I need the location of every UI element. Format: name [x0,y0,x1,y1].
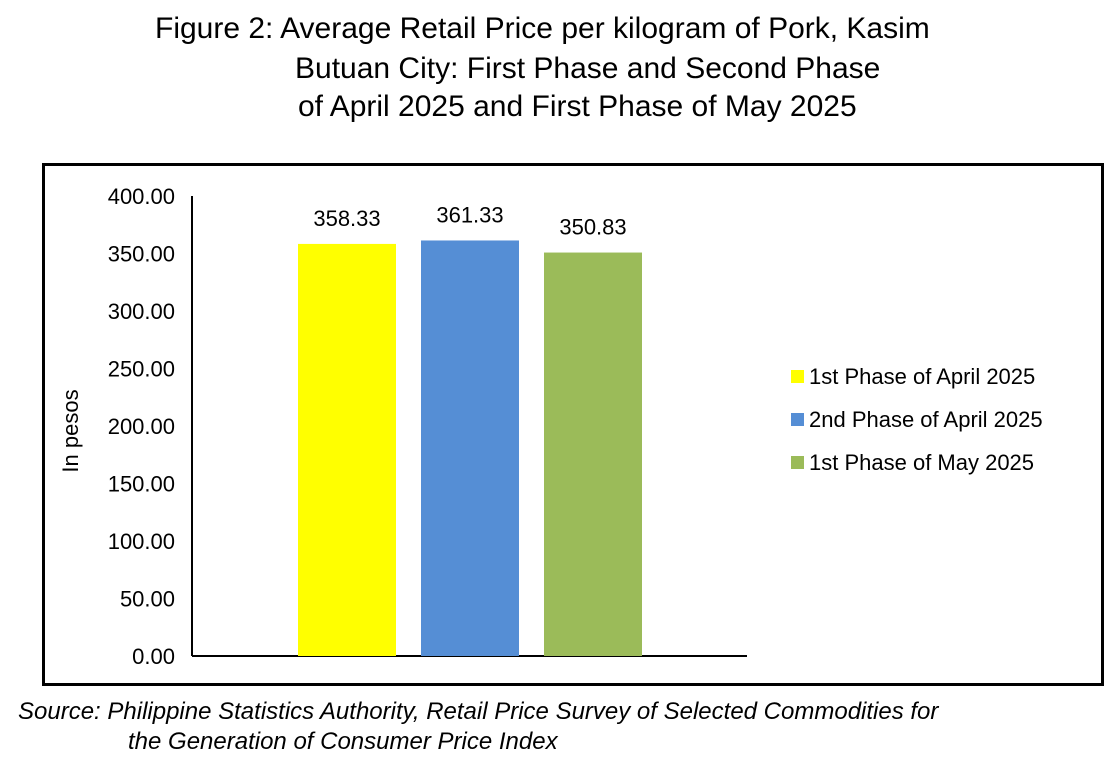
y-tick-label-5: 250.00 [108,357,175,382]
source-line-1: Source: Philippine Statistics Authority,… [18,698,939,725]
legend-swatch-1 [791,370,804,383]
legend-label-2: 2nd Phase of April 2025 [809,407,1043,432]
bar-2 [421,240,519,656]
data-label-3: 350.83 [559,215,626,240]
y-tick-label-8: 400.00 [108,184,175,209]
bar-3 [544,252,642,656]
y-tick-label-2: 100.00 [108,529,175,554]
chart-title-line-2: Butuan City: First Phase and Second Phas… [295,52,881,85]
y-tick-label-4: 200.00 [108,414,175,439]
y-tick-label-7: 350.00 [108,242,175,267]
bar-chart: 0.00 50.00 100.00 150.00 200.00 250.00 300.00 3… [58,184,1043,669]
legend-swatch-3 [791,456,804,469]
chart-title-line-3: of April 2025 and First Phase of May 202… [298,90,857,123]
y-axis-title: In pesos [58,389,83,472]
data-label-2: 361.33 [436,202,503,227]
chart-title-line-1: Figure 2: Average Retail Price per kilog… [155,12,930,45]
data-label-1: 358.33 [313,206,380,231]
source-line-2: the Generation of Consumer Price Index [128,728,558,755]
bar-1 [298,243,396,656]
chart-frame: 0.00 50.00 100.00 150.00 200.00 250.00 300.00 3… [42,163,1104,686]
legend-swatch-2 [791,413,804,426]
y-tick-label-0: 0.00 [132,644,175,669]
legend-label-3: 1st Phase of May 2025 [809,450,1034,475]
y-tick-label-3: 150.00 [108,472,175,497]
y-tick-label-1: 50.00 [120,587,175,612]
y-tick-label-6: 300.00 [108,299,175,324]
legend-label-1: 1st Phase of April 2025 [809,364,1035,389]
